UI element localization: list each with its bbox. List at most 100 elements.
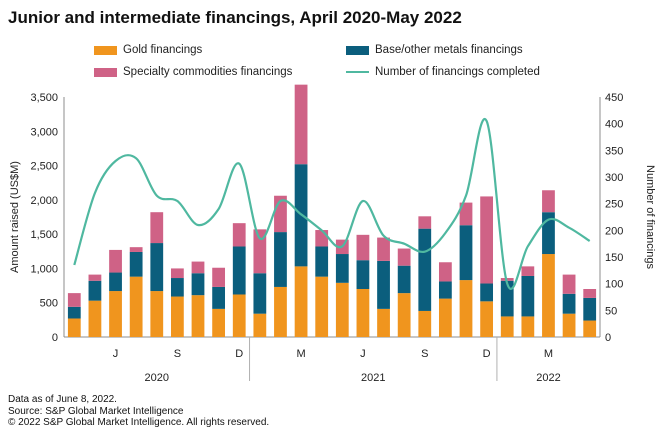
y-tick-label: 0 [52,332,58,344]
bar-base [397,265,411,294]
financings-count-line [73,117,591,290]
bar-specialty [542,190,555,213]
bar-base [583,297,597,321]
legend-base-swatch [346,45,369,55]
y-tick-label: 500 [40,298,58,310]
legend-gold-swatch [94,45,117,55]
bar-base [109,272,122,292]
y-tick-label: 3,000 [30,126,58,138]
bar-specialty [109,249,122,273]
bar-specialty [150,212,164,244]
bar-gold [315,276,329,337]
bar-base [170,278,184,297]
bar-gold [232,294,246,337]
bar-specialty [459,202,473,226]
bar-specialty [232,223,246,247]
y-tick-label: 2,500 [30,161,58,173]
bar-gold [294,266,308,337]
y2-tick-label: 200 [605,225,623,237]
footer-copyright: © 2022 S&P Global Market Intelligence. A… [8,417,270,428]
y-axis-title: Amount raised (US$M) [9,161,21,273]
legend-base: Base/other metals financings [346,44,523,56]
bar-gold [170,296,184,337]
bar-specialty [480,196,494,284]
bar-base [232,246,246,295]
bar-specialty [356,234,370,261]
y2-tick-label: 50 [605,305,617,317]
x-tick-label: J [113,348,119,360]
y2-tick-label: 250 [605,199,623,211]
y2-tick-label: 150 [605,252,623,264]
legend-specialty-swatch [94,67,117,77]
bar-gold [521,316,535,337]
y-tick-label: 2,000 [30,195,58,207]
footer-source: Source: S&P Global Market Intelligence [8,405,184,417]
y-tick-label: 1,500 [30,229,58,241]
bar-gold [397,293,411,337]
bar-gold [335,282,349,337]
bar-gold [377,308,390,337]
bar-specialty [397,248,411,266]
bar-gold [500,316,514,337]
footer: Data as of June 8, 2022. Source: S&P Glo… [8,394,269,429]
y2-axis-title: Number of financings [644,165,656,269]
bar-specialty [583,289,597,298]
bar-base [480,283,494,302]
y2-tick-label: 0 [605,332,611,344]
year-label: 2020 [145,372,169,384]
bar-specialty [253,229,267,274]
bar-specialty [418,216,432,229]
y2-tick-label: 350 [605,145,623,157]
legend-count-swatch [346,71,369,73]
bar-specialty [377,237,390,261]
y-tick-label: 1,000 [30,263,58,275]
legend-specialty-label: Specialty commodities financings [123,66,293,78]
legend-count-label: Number of financings completed [375,66,540,78]
bar-gold [542,254,555,337]
x-tick-label: D [483,348,491,360]
bar-specialty [315,230,329,247]
bar-gold [109,291,122,337]
bar-base [67,306,81,319]
bar-gold [191,295,205,337]
bar-gold [88,300,102,337]
bar-gold [459,280,473,337]
bar-base [459,225,473,281]
legend-gold-label: Gold financings [123,44,203,56]
bar-specialty [562,274,576,294]
bar-specialty [521,266,535,276]
x-tick-label: M [296,348,305,360]
x-tick-label: M [544,348,553,360]
bar-base [88,280,102,301]
bar-gold [583,320,597,337]
bar-base [191,273,205,296]
legend-base-label: Base/other metals financings [375,44,523,56]
y2-tick-label: 450 [605,92,623,104]
bar-gold [253,313,267,337]
bar-gold [212,308,226,337]
year-label: 2021 [361,372,385,384]
bar-base [521,275,535,317]
bar-specialty [88,274,102,281]
bar-gold [129,276,143,337]
bar-gold [150,291,164,337]
y-tick-label: 3,500 [30,92,58,104]
bar-specialty [438,262,452,282]
x-tick-label: S [421,348,428,360]
bar-base [562,293,576,314]
bar-gold [562,313,576,337]
bar-specialty [212,267,226,287]
chart-title: Junior and intermediate financings, Apri… [8,8,462,27]
bar-base [274,232,287,287]
bar-base [315,246,329,277]
x-tick-label: S [174,348,181,360]
legend-specialty: Specialty commodities financings [94,66,292,78]
bar-specialty [67,293,81,307]
bar-base [150,243,164,292]
bar-gold [438,298,452,337]
y2-tick-label: 400 [605,119,623,131]
bar-base [212,286,226,309]
legend-count: Number of financings completed [346,66,540,78]
bar-gold [274,286,287,337]
